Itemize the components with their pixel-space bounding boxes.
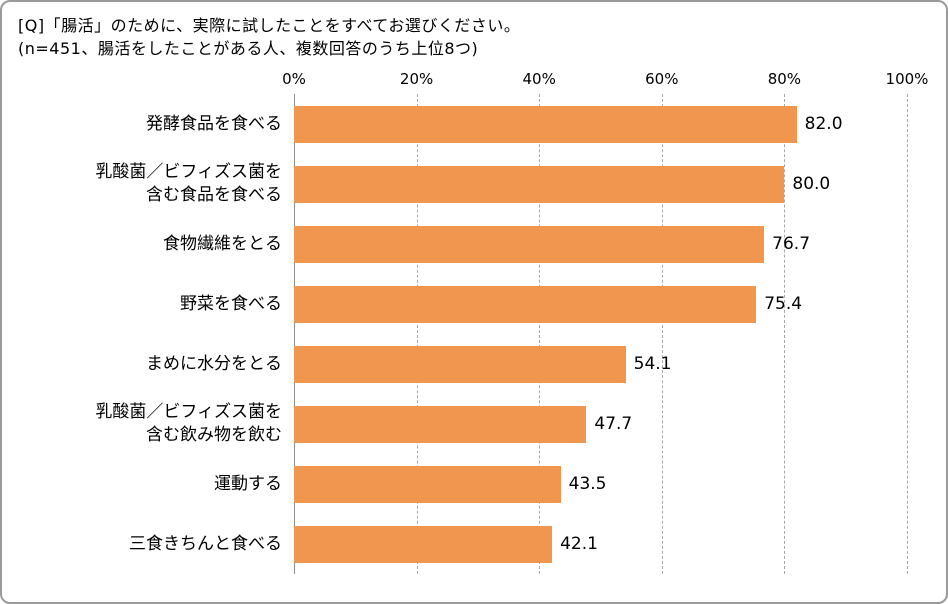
bar-track: 43.5 bbox=[294, 454, 907, 514]
value-label: 82.0 bbox=[804, 114, 843, 134]
bar-row: 食物繊維をとる 76.7 bbox=[2, 214, 946, 274]
bar-row: 運動する 43.5 bbox=[2, 454, 946, 514]
bar-track: 54.1 bbox=[294, 334, 907, 394]
category-label: 発酵食品を食べる bbox=[146, 113, 282, 134]
x-tick-label: 20% bbox=[399, 70, 434, 88]
bar-track: 47.7 bbox=[294, 394, 907, 454]
chart-header: [Q]「腸活」のために、実際に試したことをすべてお選びください。 (n=451、… bbox=[2, 2, 946, 60]
value-label: 47.7 bbox=[594, 414, 633, 434]
value-label: 42.1 bbox=[560, 534, 598, 554]
bar-rows: 発酵食品を食べる 82.0 乳酸菌／ビフィズス菌を 含む食品を食べる 80.0 食物繊維… bbox=[2, 94, 946, 574]
bar bbox=[294, 225, 765, 263]
category-label: 運動する bbox=[214, 473, 282, 494]
bar bbox=[294, 165, 785, 203]
value-label: 76.7 bbox=[772, 234, 811, 254]
value-label: 54.1 bbox=[633, 354, 672, 374]
bar-row: 野菜を食べる 75.4 bbox=[2, 274, 946, 334]
category-label: 食物繊維をとる bbox=[163, 233, 282, 254]
bar bbox=[294, 465, 561, 503]
bar-row: 乳酸菌／ビフィズス菌を 含む食品を食べる 80.0 bbox=[2, 154, 946, 214]
x-tick-label: 0% bbox=[282, 70, 306, 88]
x-axis: 0% 20% 40% 60% 80% 100% bbox=[2, 68, 946, 94]
survey-question: [Q]「腸活」のために、実際に試したことをすべてお選びください。 bbox=[18, 16, 521, 35]
x-tick-label: 80% bbox=[767, 70, 802, 88]
bar bbox=[294, 105, 797, 143]
x-tick-label: 60% bbox=[645, 70, 679, 88]
value-label: 75.4 bbox=[764, 294, 803, 314]
bar bbox=[294, 285, 757, 323]
bar-chart: 0% 20% 40% 60% 80% 100% 発酵食品を食べる 82.0 乳酸菌／ビフィズス… bbox=[2, 68, 946, 574]
bar-row: まめに水分をとる 54.1 bbox=[2, 334, 946, 394]
bar-row: 乳酸菌／ビフィズス菌を 含む飲み物を飲む 47.7 bbox=[2, 394, 946, 454]
plot-area: 発酵食品を食べる 82.0 乳酸菌／ビフィズス菌を 含む食品を食べる 80.0 食物繊維… bbox=[2, 94, 946, 574]
category-label: 三食きちんと食べる bbox=[129, 533, 282, 554]
category-label: 乳酸菌／ビフィズス菌を 含む食品を食べる bbox=[95, 162, 282, 205]
bar-row: 発酵食品を食べる 82.0 bbox=[2, 94, 946, 154]
category-label: 乳酸菌／ビフィズス菌を 含む飲み物を飲む bbox=[95, 402, 282, 445]
bar-track: 42.1 bbox=[294, 514, 907, 574]
bar-track: 80.0 bbox=[294, 154, 907, 214]
sample-note: (n=451、腸活をしたことがある人、複数回答のうち上位8つ) bbox=[18, 39, 479, 58]
bar bbox=[294, 345, 626, 383]
value-label: 80.0 bbox=[792, 174, 831, 194]
value-label: 43.5 bbox=[568, 474, 607, 494]
category-label: 野菜を食べる bbox=[180, 293, 282, 314]
bar-track: 75.4 bbox=[294, 274, 907, 334]
bar-track: 76.7 bbox=[294, 214, 907, 274]
bar bbox=[294, 525, 553, 563]
bar-track: 82.0 bbox=[294, 94, 907, 154]
bar-row: 三食きちんと食べる 42.1 bbox=[2, 514, 946, 574]
x-tick-label: 100% bbox=[885, 70, 929, 88]
category-label: まめに水分をとる bbox=[146, 353, 282, 374]
bar bbox=[294, 405, 587, 443]
x-tick-label: 40% bbox=[522, 70, 556, 88]
